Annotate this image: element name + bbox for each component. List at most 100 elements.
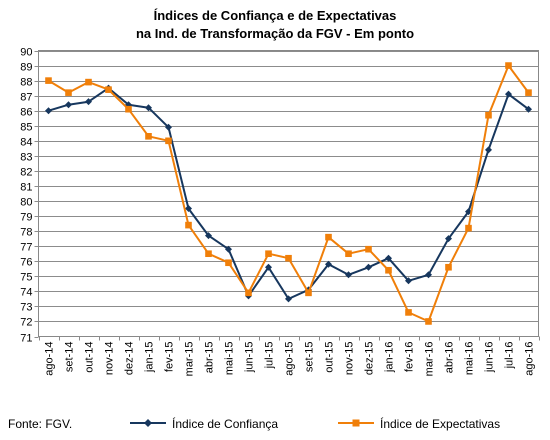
- y-tick-label: 88: [20, 77, 32, 89]
- y-tick-label: 84: [20, 137, 32, 149]
- x-tick-label: abr-15: [204, 342, 216, 374]
- data-point: [505, 90, 512, 98]
- y-tick-label: 77: [20, 242, 32, 254]
- y-tick-label: 78: [20, 227, 32, 239]
- y-tick-label: 89: [20, 62, 32, 74]
- data-point: [165, 123, 172, 131]
- x-tick-label: out-14: [84, 342, 96, 373]
- x-tick-label: mai-15: [224, 342, 236, 376]
- data-point: [145, 133, 152, 140]
- data-point: [525, 89, 532, 96]
- x-tick-label: ago-14: [44, 342, 56, 376]
- y-tick-label: 85: [20, 122, 32, 134]
- y-tick-label: 80: [20, 197, 32, 209]
- y-tick-label: 72: [20, 317, 32, 329]
- data-point: [445, 263, 452, 271]
- data-point: [405, 309, 412, 316]
- y-tick-label: 90: [20, 47, 32, 59]
- x-tick-label: dez-15: [364, 342, 376, 376]
- x-tick-label: jan-15: [144, 342, 156, 374]
- x-tick-label: nov-15: [344, 342, 356, 376]
- y-tick-label: 79: [20, 212, 32, 224]
- data-point: [525, 105, 532, 113]
- x-tick-label: jul-16: [504, 342, 516, 370]
- x-tick-label: ago-16: [524, 342, 536, 376]
- x-tick-label: abr-16: [444, 342, 456, 374]
- y-tick-label: 87: [20, 92, 32, 104]
- chart-subtitle: na Ind. de Transformação da FGV - Em pon…: [136, 26, 414, 41]
- y-tick-label: 83: [20, 152, 32, 164]
- data-point: [365, 263, 372, 271]
- x-axis: ago-14 set-14 out-14 nov-14 dez-14 jan-15 fev-…: [39, 336, 540, 377]
- data-point: [45, 107, 52, 115]
- data-point: [385, 254, 392, 262]
- legend-marker-expectativas: [352, 419, 360, 427]
- data-point: [45, 77, 52, 84]
- data-point: [505, 62, 512, 69]
- data-point: [65, 89, 72, 96]
- x-tick-label: jul-15: [264, 342, 276, 370]
- data-point: [345, 250, 352, 258]
- data-point: [85, 98, 92, 106]
- y-tick-label: 76: [20, 257, 32, 269]
- y-tick-label: 75: [20, 272, 32, 284]
- x-tick-label: jun-15: [244, 342, 256, 374]
- data-point: [245, 289, 252, 297]
- legend-item-expectativas: Índice de Expectativas: [338, 416, 500, 431]
- source-note: Fonte: FGV.: [8, 417, 72, 431]
- x-tick-label: jun-16: [484, 342, 496, 374]
- data-point: [145, 104, 152, 112]
- x-tick-label: out-15: [324, 342, 336, 373]
- data-point: [285, 254, 292, 262]
- data-point: [285, 295, 292, 303]
- x-tick-label: set-14: [64, 342, 76, 373]
- legend-label-confianca: Índice de Confiança: [172, 416, 278, 431]
- data-point: [465, 224, 472, 232]
- series-group: [45, 62, 532, 325]
- data-point: [85, 78, 92, 86]
- data-point: [225, 245, 232, 253]
- x-tick-label: set-15: [304, 342, 316, 373]
- data-point: [65, 101, 72, 109]
- data-point: [425, 318, 432, 325]
- data-point: [205, 232, 212, 240]
- data-point: [265, 263, 272, 271]
- data-point: [165, 137, 172, 145]
- data-point: [125, 105, 132, 113]
- legend-item-confianca: Índice de Confiança: [130, 416, 278, 431]
- y-tick-label: 86: [20, 107, 32, 119]
- data-point: [385, 266, 392, 274]
- x-tick-label: dez-14: [124, 342, 136, 376]
- x-tick-label: mar-16: [424, 342, 436, 377]
- x-tick-label: mar-15: [184, 342, 196, 377]
- y-tick-label: 74: [20, 287, 32, 299]
- gridlines: [38, 51, 539, 322]
- x-tick-label: jan-16: [384, 342, 396, 374]
- data-point: [325, 233, 332, 241]
- data-point: [205, 250, 212, 258]
- data-point: [365, 245, 372, 253]
- data-point: [405, 277, 412, 285]
- data-point: [325, 260, 332, 268]
- data-point: [185, 221, 192, 229]
- y-tick-label: 73: [20, 302, 32, 314]
- data-point: [445, 235, 452, 243]
- chart-title: Índices de Confiança e de Expectativas: [154, 8, 397, 23]
- data-point: [485, 146, 492, 154]
- data-point: [345, 271, 352, 279]
- y-tick-label: 82: [20, 167, 32, 179]
- y-tick-label: 81: [20, 182, 32, 194]
- legend-marker-confianca: [144, 419, 152, 427]
- data-point: [485, 111, 492, 119]
- legend: Índice de Confiança Índice de Expectativ…: [130, 416, 500, 431]
- x-tick-label: nov-14: [104, 342, 116, 376]
- x-tick-label: fev-15: [164, 342, 176, 373]
- data-point: [265, 250, 272, 258]
- data-point: [305, 289, 312, 297]
- y-axis: 71 72 73 74 75 76 77 78 79 80 81 82 83 84 85 86 87 88 89 90: [20, 47, 39, 345]
- data-point: [185, 205, 192, 213]
- data-point: [225, 259, 232, 267]
- x-tick-label: mai-16: [464, 342, 476, 376]
- data-point: [425, 271, 432, 279]
- data-point: [105, 86, 112, 93]
